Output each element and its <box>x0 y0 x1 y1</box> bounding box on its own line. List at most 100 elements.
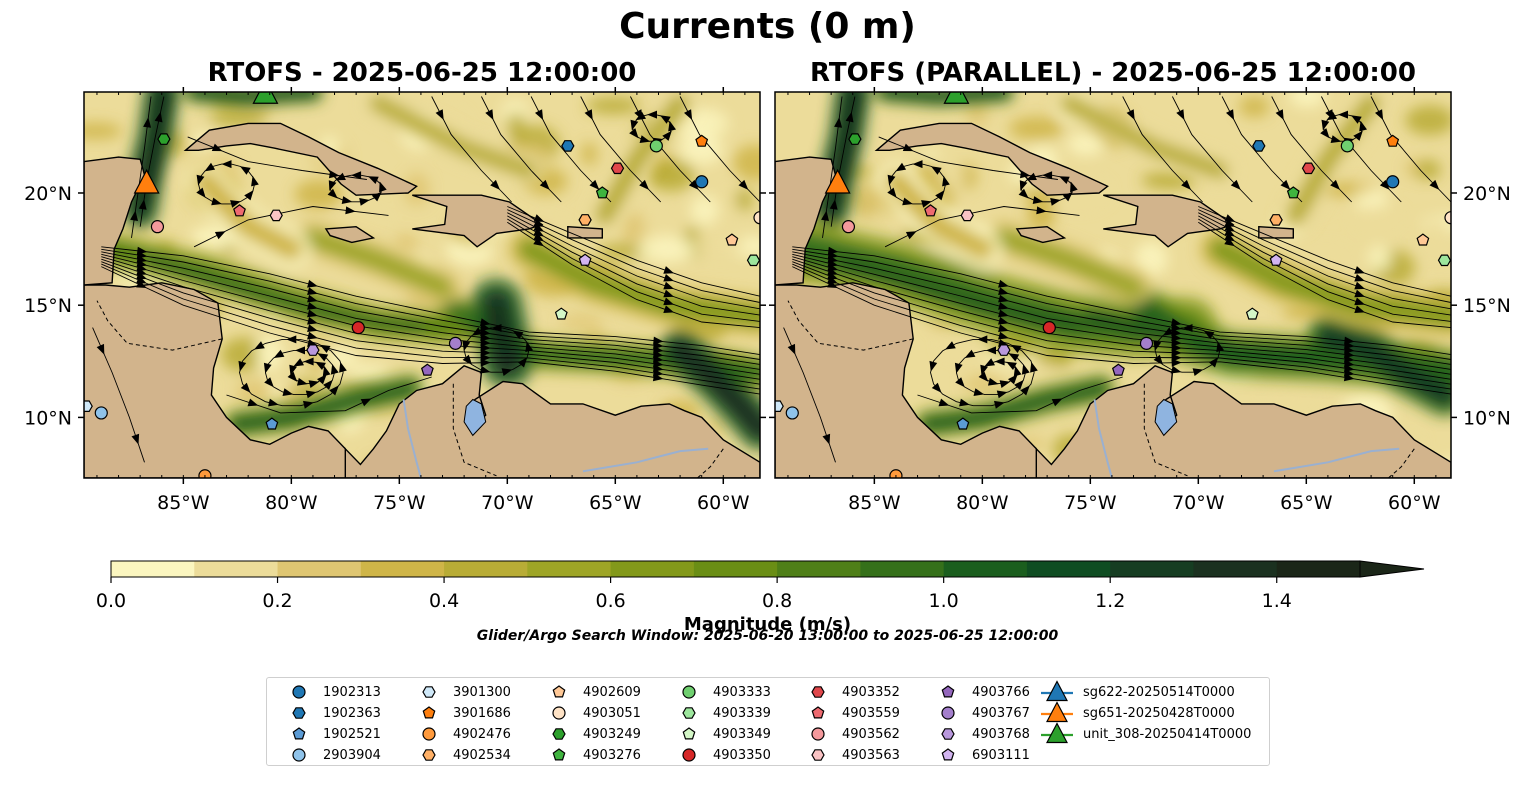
glider-marker-sg651-20250428T0000 <box>133 168 160 194</box>
colorbar-tick-label: 1.0 <box>929 590 959 612</box>
map-panel-rtofs: 85°W 80°W 75°W 70°W 65°W 60°W 20°N 15°N 10°N <box>24 87 766 514</box>
legend-float-symbol <box>941 706 955 720</box>
legend-float-symbol <box>422 749 436 761</box>
lon-tick-label: 80°W <box>956 492 1009 514</box>
pentagon-marker-icon <box>941 748 955 761</box>
float-marker-4903768 <box>306 344 320 356</box>
legend-label: 4903349 <box>713 727 771 742</box>
legend-float-symbol <box>811 749 825 761</box>
colorbar-label: Magnitude (m/s) <box>683 614 852 635</box>
pentagon-marker-icon <box>682 727 696 740</box>
lon-tick-label: 85°W <box>848 492 901 514</box>
float-marker-4903352 <box>1301 162 1316 175</box>
colorbar-bin <box>527 561 612 577</box>
triangle-marker-icon <box>1041 701 1073 723</box>
colorbar-bin <box>1026 561 1111 577</box>
colorbar-extend-arrow <box>1359 560 1425 578</box>
map-panel-rtofs-parallel: 85°W 80°W 75°W 70°W 65°W 60°W 20°N 15°N 10°N <box>769 87 1511 514</box>
float-marker-4903767 <box>448 336 463 350</box>
legend-float-symbol <box>941 748 955 761</box>
float-marker-1902363 <box>561 140 575 152</box>
colorbar-bin <box>610 561 695 577</box>
legend-label: 6903111 <box>972 748 1030 763</box>
lon-tick-label: 65°W <box>589 492 642 514</box>
legend-label: 3901686 <box>453 706 511 721</box>
float-marker-4903349 <box>554 307 568 320</box>
legend-float-symbol <box>552 685 566 698</box>
circle-marker-icon <box>292 748 306 762</box>
glider-marker-unit_308-20250414T0000 <box>943 92 970 104</box>
lon-tick-label: 70°W <box>481 492 534 514</box>
float-marker-1902521 <box>265 417 279 430</box>
pentagon-marker-icon <box>422 706 436 719</box>
float-marker-4902534 <box>1269 214 1283 226</box>
colorbar-tick-label: 0.0 <box>96 590 126 612</box>
map-frame <box>774 91 1452 479</box>
pentagon-marker-icon <box>552 748 566 761</box>
legend-float-symbol <box>552 748 566 761</box>
circle-marker-icon <box>811 727 825 741</box>
float-marker-4903562 <box>841 220 856 234</box>
legend-label: 4902534 <box>453 748 511 763</box>
colorbar-bin <box>1110 561 1194 577</box>
float-marker-4903350 <box>351 321 365 335</box>
float-marker-4903350 <box>1042 321 1056 335</box>
circle-marker-icon <box>292 685 306 699</box>
legend-label: 1902313 <box>323 685 381 700</box>
lat-tick-label: 20°N <box>24 183 72 205</box>
legend-glider-symbol <box>1046 701 1068 723</box>
float-marker-4903768 <box>997 344 1011 356</box>
float-marker-4903352 <box>610 162 625 175</box>
legend-label: sg651-20250428T0000 <box>1083 706 1235 721</box>
glider-marker-sg651-20250428T0000 <box>824 168 851 194</box>
float-marker-4903766 <box>1111 363 1125 376</box>
legend-float-symbol <box>292 685 306 699</box>
circle-marker-icon <box>682 748 696 762</box>
colorbar-bin <box>360 561 445 577</box>
legend-float-symbol <box>682 685 696 699</box>
float-marker-4903051 <box>753 211 760 225</box>
legend-float-symbol <box>811 727 825 741</box>
legend-float-symbol <box>422 686 436 698</box>
float-marker-4903559 <box>233 204 246 217</box>
colorbar: 0.0 0.2 0.4 0.6 0.8 1.0 1.2 1.4 <box>96 560 1425 612</box>
legend-label: 4903276 <box>583 748 641 763</box>
hexagon-marker-icon <box>941 728 955 740</box>
panel-title-right: RTOFS (PARALLEL) - 2025-06-25 12:00:00 <box>810 58 1416 88</box>
legend-float-symbol <box>682 727 696 740</box>
float-marker-4903333 <box>1340 139 1354 153</box>
legend-label: 1902521 <box>323 727 381 742</box>
legend-label: sg622-20250514T0000 <box>1083 685 1235 700</box>
colorbar-bin <box>194 561 279 577</box>
argo-floats <box>84 133 760 478</box>
circle-marker-icon <box>552 706 566 720</box>
float-marker-3901686 <box>695 134 709 147</box>
circle-marker-icon <box>682 685 696 699</box>
colorbar-bin <box>860 561 945 577</box>
float-marker-4902476 <box>198 469 212 478</box>
pentagon-marker-icon <box>941 685 955 698</box>
legend-float-symbol <box>422 706 436 719</box>
float-marker-3901300 <box>775 400 784 412</box>
lon-tick-label: 60°W <box>1388 492 1441 514</box>
float-marker-4902609 <box>725 233 739 246</box>
legend-float-symbol <box>552 706 566 720</box>
colorbar-tick-label: 0.6 <box>595 590 625 612</box>
legend-float-symbol <box>682 707 696 719</box>
hexagon-marker-icon <box>422 686 436 698</box>
legend-label: 4903333 <box>713 685 771 700</box>
float-marker-1902313 <box>1386 175 1400 189</box>
land <box>775 122 1451 478</box>
legend-float-symbol <box>682 748 696 762</box>
land <box>84 122 760 478</box>
float-marker-6903111 <box>1269 253 1283 266</box>
legend-label: 4902609 <box>583 685 641 700</box>
legend-label: 4903766 <box>972 685 1030 700</box>
float-marker-4903276 <box>1286 186 1300 199</box>
pentagon-marker-icon <box>811 706 825 719</box>
argo-floats <box>775 133 1451 478</box>
lon-tick-label: 75°W <box>373 492 426 514</box>
legend-float-symbol <box>811 686 825 698</box>
float-marker-6903111 <box>578 253 592 266</box>
legend-float-symbol <box>552 728 566 740</box>
